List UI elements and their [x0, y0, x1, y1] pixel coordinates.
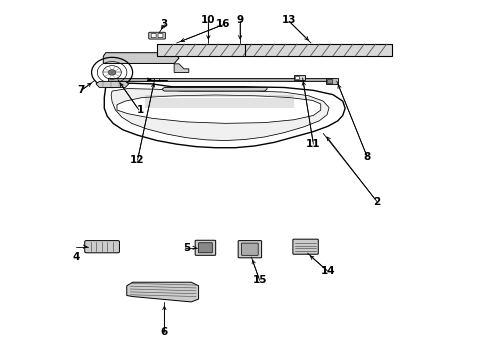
Text: 8: 8: [364, 152, 371, 162]
Text: 6: 6: [161, 327, 168, 337]
Polygon shape: [104, 83, 345, 148]
Text: 14: 14: [321, 266, 335, 276]
Polygon shape: [127, 282, 198, 302]
Text: 2: 2: [373, 197, 381, 207]
FancyBboxPatch shape: [294, 75, 305, 80]
Polygon shape: [162, 87, 267, 91]
FancyBboxPatch shape: [295, 76, 299, 79]
Polygon shape: [111, 89, 329, 140]
Text: 7: 7: [77, 85, 85, 95]
Polygon shape: [108, 78, 333, 81]
FancyBboxPatch shape: [149, 32, 165, 39]
Text: 13: 13: [282, 15, 296, 26]
Text: 12: 12: [130, 155, 145, 165]
Polygon shape: [96, 81, 129, 87]
FancyBboxPatch shape: [195, 240, 216, 255]
FancyBboxPatch shape: [198, 243, 212, 253]
Text: 16: 16: [216, 19, 230, 29]
Polygon shape: [117, 95, 321, 123]
FancyBboxPatch shape: [154, 78, 159, 81]
Text: 5: 5: [183, 243, 190, 253]
Text: 1: 1: [136, 105, 144, 115]
Text: 4: 4: [73, 252, 80, 262]
Text: 15: 15: [252, 275, 267, 285]
Text: 10: 10: [201, 15, 216, 26]
Text: 11: 11: [306, 139, 320, 149]
Text: 3: 3: [161, 19, 168, 29]
Polygon shape: [157, 44, 392, 56]
Text: 9: 9: [237, 15, 244, 26]
FancyBboxPatch shape: [238, 240, 262, 258]
Polygon shape: [174, 64, 189, 72]
FancyBboxPatch shape: [242, 243, 258, 255]
FancyBboxPatch shape: [151, 34, 156, 38]
FancyBboxPatch shape: [327, 79, 332, 83]
FancyBboxPatch shape: [158, 34, 163, 38]
FancyBboxPatch shape: [85, 240, 120, 253]
Polygon shape: [103, 53, 179, 63]
Circle shape: [108, 70, 116, 75]
FancyBboxPatch shape: [293, 239, 318, 254]
FancyBboxPatch shape: [326, 78, 338, 84]
